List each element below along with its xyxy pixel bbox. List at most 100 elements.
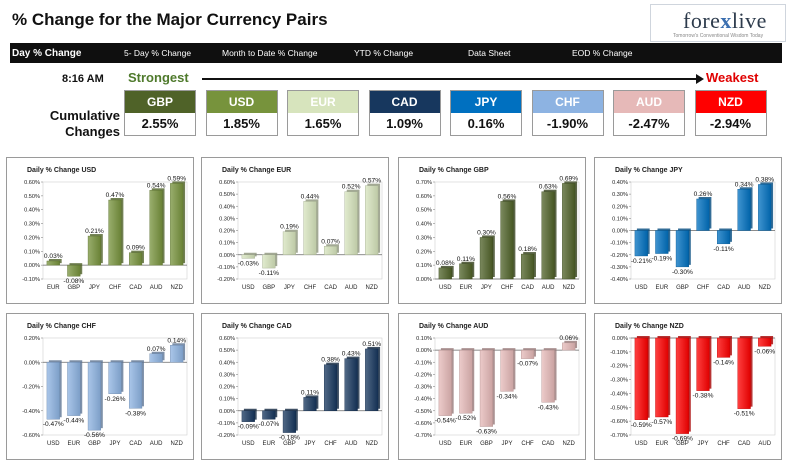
data-label: 0.21% xyxy=(85,228,104,235)
category-label: AUD xyxy=(150,285,163,291)
y-tick-label: 0.20% xyxy=(612,204,628,210)
y-tick-label: 0.60% xyxy=(24,180,40,186)
data-label: -0.51% xyxy=(734,411,755,418)
y-tick-label: -0.10% xyxy=(217,265,235,271)
chart-panel-eur: Daily % Change EUR -0.20% -0.10% 0.00% 0.10%… xyxy=(201,157,389,304)
y-tick-label: -0.70% xyxy=(414,433,432,439)
currency-name: CHF xyxy=(532,91,603,113)
timestamp: 8:16 AM xyxy=(62,73,104,85)
currency-box-cad: CAD 1.09% xyxy=(368,90,441,136)
chart-title: Daily % Change CAD xyxy=(222,323,292,330)
chart-panel-nzd: Daily % Change NZD -0.70% -0.60% -0.50% -0.4… xyxy=(594,313,782,460)
header-bar: % Change for the Major Currency Pairs fo… xyxy=(0,0,792,44)
category-label: GBP xyxy=(68,285,81,291)
category-label: JPY xyxy=(501,441,512,447)
currency-value: 2.55% xyxy=(141,116,179,131)
y-tick-label: 0.00% xyxy=(416,348,432,354)
chart-title: Daily % Change JPY xyxy=(615,167,683,174)
data-label: 0.06% xyxy=(559,335,578,342)
chart-svg: -0.10% 0.00% 0.10% 0.20% 0.30% 0.40% 0.50% 0.60… xyxy=(22,175,188,291)
category-label: GBP xyxy=(676,285,689,291)
currency-box-gbp: GBP 2.55% xyxy=(124,90,196,136)
y-tick-label: -0.60% xyxy=(414,421,432,427)
y-tick-label: 0.30% xyxy=(612,192,628,198)
category-label: AUD xyxy=(150,441,163,447)
data-label: -0.38% xyxy=(693,393,714,400)
data-label: -0.11% xyxy=(713,246,734,253)
data-label: -0.08% xyxy=(63,278,84,285)
category-label: CAD xyxy=(521,285,534,291)
page-title: % Change for the Major Currency Pairs xyxy=(12,10,328,29)
data-label: 0.69% xyxy=(559,175,578,182)
data-label: 0.44% xyxy=(301,193,320,200)
data-label: -0.11% xyxy=(259,270,280,277)
tab-month-to-date-change[interactable]: Month to Date % Change xyxy=(222,48,318,58)
currency-box-chf: CHF -1.90% xyxy=(531,90,604,136)
category-label: EUR xyxy=(656,441,669,447)
bar xyxy=(128,252,143,266)
data-label: 0.51% xyxy=(362,341,381,348)
category-label: CAD xyxy=(129,285,142,291)
tab-ytd-change[interactable]: YTD % Change xyxy=(354,48,414,58)
category-label: USD xyxy=(439,285,452,291)
plot-area xyxy=(42,181,188,280)
bar xyxy=(541,191,555,280)
category-label: CHF xyxy=(717,441,730,447)
currency-box-nzd: NZD -2.94% xyxy=(694,90,767,136)
bar xyxy=(737,189,751,231)
category-label: GBP xyxy=(88,441,101,447)
category-label: AUD xyxy=(738,285,751,291)
currency-value: 0.16% xyxy=(467,116,505,131)
chart-svg: -0.70% -0.60% -0.50% -0.40% -0.30% -0.20% -0.1… xyxy=(610,336,776,447)
currency-value: -2.47% xyxy=(628,116,670,131)
bar xyxy=(479,237,494,280)
category-label: NZD xyxy=(171,441,184,447)
chart-panel-cad: Daily % Change CAD -0.20% -0.10% 0.00% 0.10%… xyxy=(201,313,389,460)
bar xyxy=(696,198,710,231)
tab-data-sheet[interactable]: Data Sheet xyxy=(468,48,511,58)
category-label: CHF xyxy=(324,441,337,447)
currency-name: NZD xyxy=(695,91,766,113)
bar xyxy=(344,191,358,255)
currency-value: 1.09% xyxy=(386,116,423,131)
bar xyxy=(108,362,122,394)
tab-5-day-change[interactable]: 5- Day % Change xyxy=(124,48,192,58)
category-label: CAD xyxy=(717,285,730,291)
data-label: 0.56% xyxy=(498,193,517,200)
bar xyxy=(67,362,81,416)
y-tick-label: 0.20% xyxy=(416,249,432,255)
bar xyxy=(344,358,358,411)
data-label: -0.44% xyxy=(63,418,84,425)
category-label: CHF xyxy=(521,441,534,447)
chart-title: Daily % Change NZD xyxy=(615,323,684,330)
logo-tagline: Tomorrow's Conventional Wisdom Today xyxy=(673,33,764,39)
category-label: USD xyxy=(242,285,255,291)
tab-eod-change[interactable]: EOD % Change xyxy=(572,48,633,58)
data-label: 0.38% xyxy=(321,357,340,364)
y-tick-label: 0.40% xyxy=(219,204,235,210)
bar xyxy=(562,183,576,280)
category-label: NZD xyxy=(366,285,379,291)
chart-title: Daily % Change AUD xyxy=(419,323,489,330)
tab-day-change[interactable]: Day % Change xyxy=(12,47,82,59)
data-label: -0.69% xyxy=(672,436,693,443)
bar xyxy=(87,362,102,431)
bar xyxy=(500,201,514,280)
y-tick-label: 0.40% xyxy=(219,360,235,366)
currency-value: 1.65% xyxy=(304,116,342,131)
category-label: CAD xyxy=(738,441,751,447)
data-label: 0.09% xyxy=(126,245,145,252)
data-label: 0.11% xyxy=(457,256,475,263)
forexlive-logo[interactable]: forexlive Tomorrow's Conventional Wisdom… xyxy=(650,4,786,42)
bar xyxy=(655,230,669,254)
bar xyxy=(562,342,576,351)
y-tick-label: 0.10% xyxy=(219,241,235,247)
category-label: EUR xyxy=(68,441,81,447)
logo-text-b: live xyxy=(731,8,767,33)
bar xyxy=(128,362,143,409)
bar xyxy=(365,348,379,411)
data-label: 0.34% xyxy=(735,181,754,188)
data-label: -0.63% xyxy=(476,429,497,436)
chart-title: Daily % Change CHF xyxy=(27,323,96,330)
y-tick-label: 0.20% xyxy=(219,385,235,391)
